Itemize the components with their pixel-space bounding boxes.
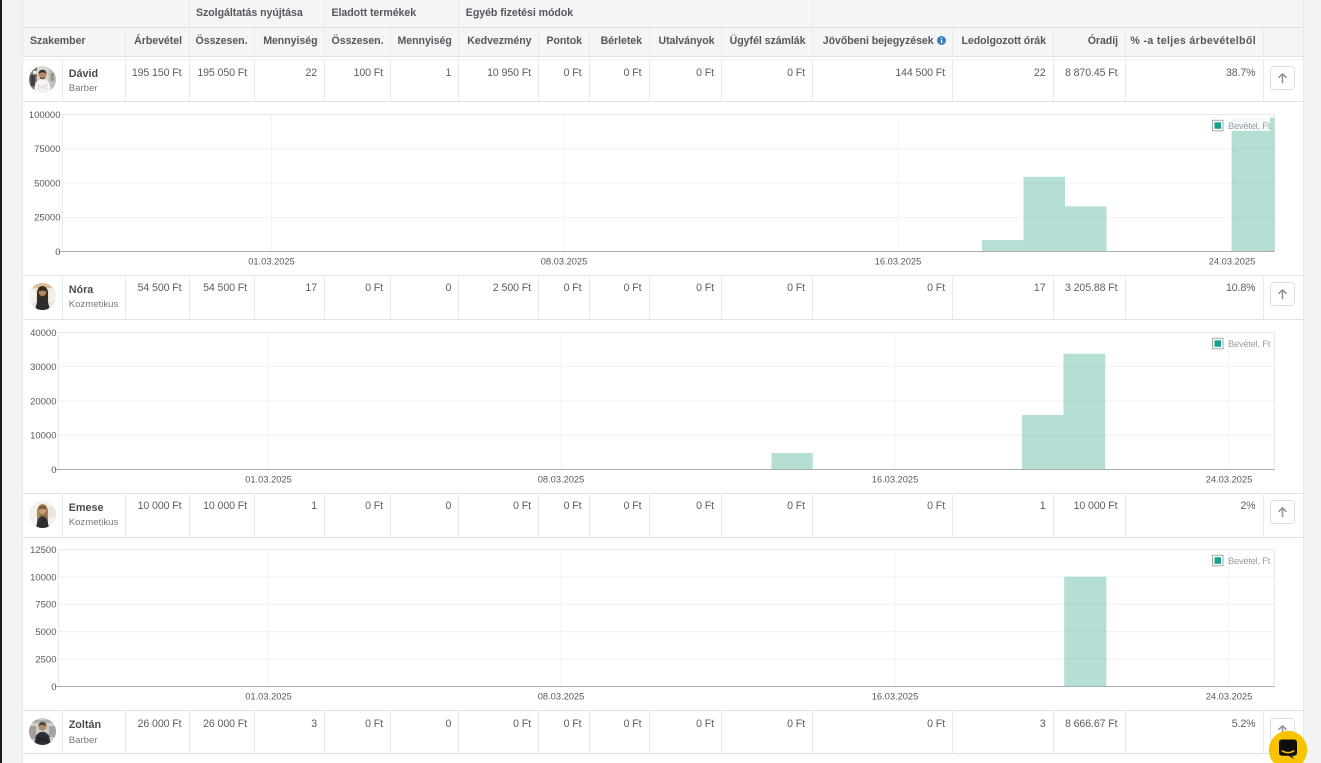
svg-text:30000: 30000	[30, 362, 56, 373]
svg-text:08.03.2025: 08.03.2025	[541, 257, 588, 267]
svg-text:16.03.2025: 16.03.2025	[872, 475, 919, 485]
svg-text:24.03.2025: 24.03.2025	[1206, 475, 1253, 485]
svg-text:2500: 2500	[35, 655, 56, 666]
svg-text:20000: 20000	[30, 396, 56, 407]
svg-text:12500: 12500	[30, 545, 56, 556]
svg-text:0: 0	[51, 465, 56, 476]
svg-text:01.03.2025: 01.03.2025	[245, 475, 292, 485]
svg-text:01.03.2025: 01.03.2025	[248, 257, 295, 267]
svg-text:25000: 25000	[34, 213, 60, 224]
svg-text:Bevétel, Ft: Bevétel, Ft	[1228, 120, 1271, 131]
svg-text:50000: 50000	[34, 178, 60, 189]
svg-text:10000: 10000	[30, 572, 56, 583]
svg-text:Bevétel, Ft: Bevétel, Ft	[1228, 555, 1271, 566]
svg-text:7500: 7500	[35, 600, 56, 611]
svg-text:08.03.2025: 08.03.2025	[538, 475, 585, 485]
svg-text:10000: 10000	[30, 431, 56, 442]
svg-text:0: 0	[51, 682, 56, 693]
svg-text:16.03.2025: 16.03.2025	[872, 692, 919, 702]
svg-text:24.03.2025: 24.03.2025	[1206, 692, 1253, 702]
svg-text:75000: 75000	[34, 144, 60, 155]
svg-text:100000: 100000	[29, 110, 61, 121]
svg-text:Bevétel, Ft: Bevétel, Ft	[1228, 338, 1271, 349]
svg-text:5000: 5000	[35, 627, 56, 638]
svg-text:0: 0	[55, 247, 60, 258]
svg-text:24.03.2025: 24.03.2025	[1209, 257, 1256, 267]
svg-text:16.03.2025: 16.03.2025	[875, 257, 922, 267]
svg-text:08.03.2025: 08.03.2025	[538, 692, 585, 702]
svg-text:40000: 40000	[30, 328, 56, 339]
svg-text:01.03.2025: 01.03.2025	[245, 692, 292, 702]
